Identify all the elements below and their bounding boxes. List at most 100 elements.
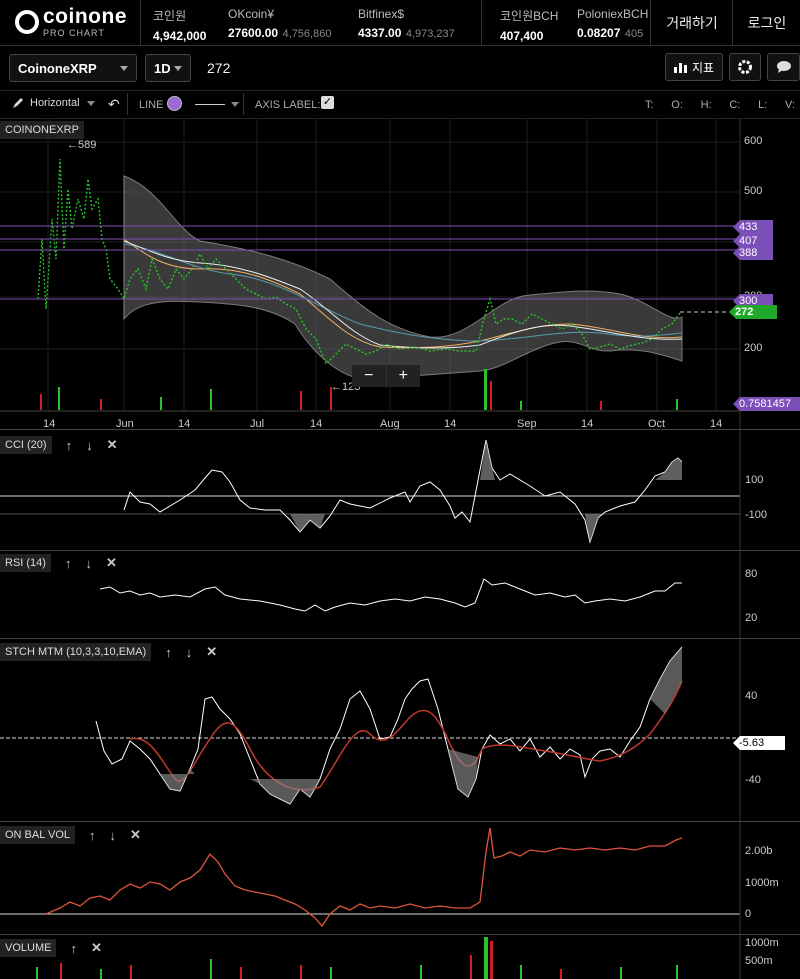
zoom-out-button[interactable]: − bbox=[364, 367, 374, 384]
ticker-name: PoloniexBCH bbox=[577, 7, 649, 21]
draw-mode-select[interactable]: Horizontal bbox=[12, 97, 95, 109]
top-bar bbox=[0, 0, 800, 46]
axis-label-checkbox[interactable]: ✓ bbox=[321, 96, 334, 109]
cci-panel-header: CCI (20) ↑ ↓ ✕ bbox=[0, 434, 117, 456]
obv-panel: ON BAL VOL ↑ ↓ ✕ 2.00b 1000m 0 bbox=[0, 822, 800, 934]
price-line-tag[interactable]: 433 bbox=[733, 220, 773, 234]
cci-panel-title: CCI (20) bbox=[0, 436, 52, 454]
date-tick: 14 bbox=[310, 418, 323, 430]
ohlc-v: V: bbox=[784, 99, 795, 111]
ticker-name: 코인원 bbox=[153, 9, 187, 23]
move-up-icon[interactable]: ↑ bbox=[70, 940, 77, 956]
move-down-icon[interactable]: ↓ bbox=[109, 827, 117, 843]
cci-tick: -100 bbox=[745, 509, 768, 521]
date-tick: Jul bbox=[250, 418, 265, 430]
move-down-icon[interactable]: ↓ bbox=[85, 555, 92, 571]
undo-icon[interactable]: ↶ bbox=[108, 96, 120, 112]
price-line-tag[interactable]: 407 bbox=[733, 234, 773, 248]
move-up-icon[interactable]: ↑ bbox=[64, 555, 72, 571]
gear-icon bbox=[738, 60, 752, 74]
stch-mtm-value-tag: -5.63 bbox=[733, 736, 785, 750]
zoom-in-button[interactable]: + bbox=[385, 365, 421, 387]
chevron-down-icon bbox=[231, 101, 239, 107]
stch-mtm-panel-title: STCH MTM (10,3,3,10,EMA) bbox=[0, 643, 152, 661]
indicator-button[interactable]: 지표 bbox=[665, 53, 723, 81]
main-chart[interactable]: COINONEXRP ←589 ←123 − + 600 500 300 200… bbox=[0, 119, 800, 430]
ticker-coinone-bch[interactable]: 코인원BCH 407,400 bbox=[500, 7, 558, 45]
stch-mtm-plot bbox=[0, 639, 741, 821]
line-color-swatch[interactable] bbox=[167, 96, 182, 111]
panel-divider bbox=[0, 934, 800, 935]
date-tick: 14 bbox=[581, 418, 594, 430]
draw-mode-value: Horizontal bbox=[30, 97, 80, 109]
price-tick: 200 bbox=[744, 342, 763, 354]
obv-panel-header: ON BAL VOL ↑ ↓ ✕ bbox=[0, 824, 141, 846]
date-tick: Aug bbox=[380, 418, 400, 430]
price-tick: 500 bbox=[744, 185, 763, 197]
obv-plot bbox=[0, 822, 741, 934]
logo-subtitle: PRO CHART bbox=[43, 28, 105, 38]
date-tick: Oct bbox=[648, 418, 666, 430]
move-up-icon[interactable]: ↑ bbox=[65, 437, 73, 453]
close-icon[interactable]: ✕ bbox=[130, 827, 141, 842]
ticker-bitfinex[interactable]: Bitfinex$ 4337.00 4,973,237 bbox=[358, 7, 455, 42]
price-line-tag[interactable]: 388 bbox=[733, 246, 773, 260]
date-tick: Sep bbox=[517, 418, 537, 430]
ticker-coinone[interactable]: 코인원 4,942,000 bbox=[153, 7, 206, 45]
price-tick: 600 bbox=[744, 135, 763, 147]
current-value: 272 bbox=[207, 60, 231, 76]
date-tick: 14 bbox=[178, 418, 191, 430]
chat-button[interactable] bbox=[767, 53, 800, 81]
stch-mtm-panel-header: STCH MTM (10,3,3,10,EMA) ↑ ↓ ✕ bbox=[0, 641, 217, 663]
volume-line-tag[interactable]: 0.7581457 bbox=[733, 397, 800, 411]
close-icon[interactable]: ✕ bbox=[90, 940, 102, 955]
current-price-tag: 272 bbox=[729, 305, 777, 319]
stch-mtm-tick: 40 bbox=[745, 690, 758, 702]
main-chart-header: COINONEXRP bbox=[0, 119, 84, 141]
logo[interactable]: coinone PRO CHART bbox=[14, 6, 127, 38]
move-down-icon[interactable]: ↓ bbox=[86, 437, 93, 453]
zoom-controls: − + bbox=[352, 365, 420, 387]
ticker-poloniex-bch[interactable]: PoloniexBCH 0.08207 405 bbox=[577, 7, 650, 42]
obv-tick: 0 bbox=[745, 908, 752, 920]
login-button[interactable]: 로그인 bbox=[732, 0, 800, 45]
rsi-panel-title: RSI (14) bbox=[0, 554, 51, 572]
chart-toolbar bbox=[0, 46, 800, 91]
coinone-logo-icon bbox=[15, 10, 39, 34]
ticker-price: 27600.00 bbox=[228, 26, 279, 40]
indicator-button-label: 지표 bbox=[691, 60, 715, 75]
ohlc-c: C: bbox=[729, 99, 741, 111]
obv-panel-title: ON BAL VOL bbox=[0, 826, 76, 844]
close-icon[interactable]: ✕ bbox=[206, 644, 218, 659]
settings-button[interactable] bbox=[729, 53, 761, 81]
pencil-icon bbox=[13, 98, 23, 108]
close-icon[interactable]: ✕ bbox=[106, 437, 118, 452]
rsi-plot bbox=[99, 551, 741, 638]
ticker-okcoin[interactable]: OKcoin¥ 27600.00 4,756,860 bbox=[228, 7, 331, 42]
line-label: LINE bbox=[139, 99, 164, 111]
panel-divider bbox=[0, 550, 800, 551]
rsi-tick: 80 bbox=[745, 568, 758, 580]
divider bbox=[127, 93, 128, 115]
symbol-select[interactable]: CoinoneXRP bbox=[9, 54, 137, 82]
date-tick: 14 bbox=[43, 418, 56, 430]
line-style-select[interactable] bbox=[195, 96, 239, 112]
volume-panel: VOLUME ↑ ✕ 1000m 500m bbox=[0, 935, 800, 979]
trade-button[interactable]: 거래하기 bbox=[650, 0, 733, 45]
move-up-icon[interactable]: ↑ bbox=[165, 644, 172, 660]
date-tick: 14 bbox=[710, 418, 723, 430]
interval-select[interactable]: 1D bbox=[145, 54, 191, 82]
date-tick: Jun bbox=[116, 418, 134, 430]
move-up-icon[interactable]: ↑ bbox=[89, 827, 96, 843]
close-icon[interactable]: ✕ bbox=[105, 555, 117, 570]
volume-plot bbox=[36, 935, 741, 979]
main-chart-plot bbox=[0, 119, 741, 429]
ticker-krw: 4,756,860 bbox=[282, 28, 332, 40]
main-chart-title: COINONEXRP bbox=[0, 121, 84, 139]
divider bbox=[140, 0, 141, 45]
ohlc-l: L: bbox=[758, 99, 768, 111]
price-line-tag[interactable]: 300 bbox=[733, 294, 773, 308]
move-down-icon[interactable]: ↓ bbox=[185, 644, 193, 660]
ohlc-o: O: bbox=[671, 99, 683, 111]
line-style-preview bbox=[195, 103, 225, 105]
